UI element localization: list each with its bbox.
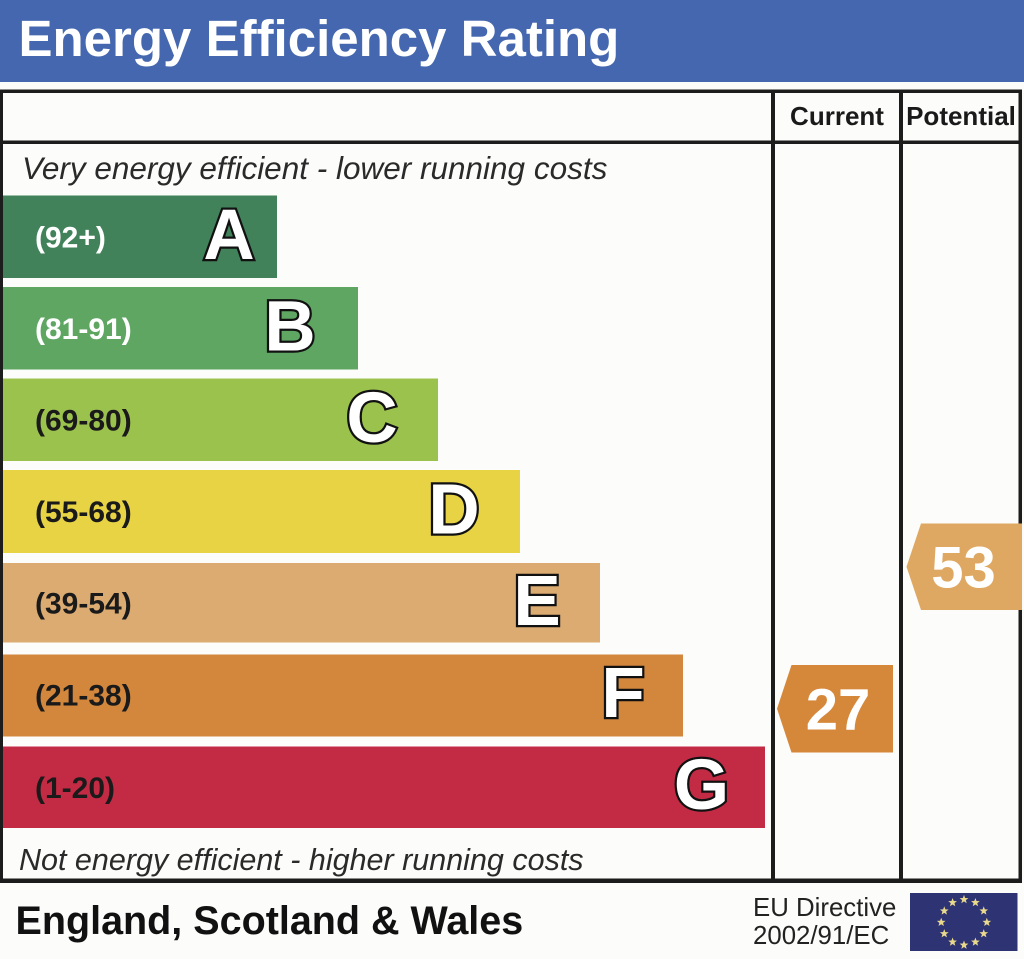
svg-text:27: 27 (806, 678, 871, 743)
svg-text:Current: Current (790, 101, 884, 131)
svg-text:(39-54): (39-54) (35, 588, 132, 621)
svg-text:G: G (674, 746, 729, 825)
svg-text:(55-68): (55-68) (35, 496, 132, 529)
svg-text:A: A (203, 196, 254, 275)
svg-text:(21-38): (21-38) (35, 680, 132, 713)
svg-text:Potential: Potential (906, 101, 1016, 131)
svg-text:(1-20): (1-20) (35, 772, 115, 805)
svg-text:F: F (601, 654, 644, 733)
svg-text:E: E (513, 562, 560, 641)
svg-text:Not energy efficient - higher: Not energy efficient - higher running co… (19, 843, 584, 877)
svg-text:(69-80): (69-80) (35, 405, 132, 438)
svg-text:Energy Efficiency Rating: Energy Efficiency Rating (19, 10, 620, 67)
svg-text:C: C (346, 379, 397, 458)
svg-text:B: B (264, 288, 315, 367)
svg-text:(92+): (92+) (35, 222, 106, 255)
svg-text:D: D (428, 471, 479, 550)
svg-text:(81-91): (81-91) (35, 313, 132, 346)
svg-text:EU Directive: EU Directive (753, 894, 896, 922)
svg-text:2002/91/EC: 2002/91/EC (753, 922, 889, 950)
svg-text:53: 53 (931, 536, 996, 601)
svg-text:England, Scotland & Wales: England, Scotland & Wales (16, 899, 524, 943)
svg-text:Very energy efficient - lower: Very energy efficient - lower running co… (22, 150, 608, 186)
